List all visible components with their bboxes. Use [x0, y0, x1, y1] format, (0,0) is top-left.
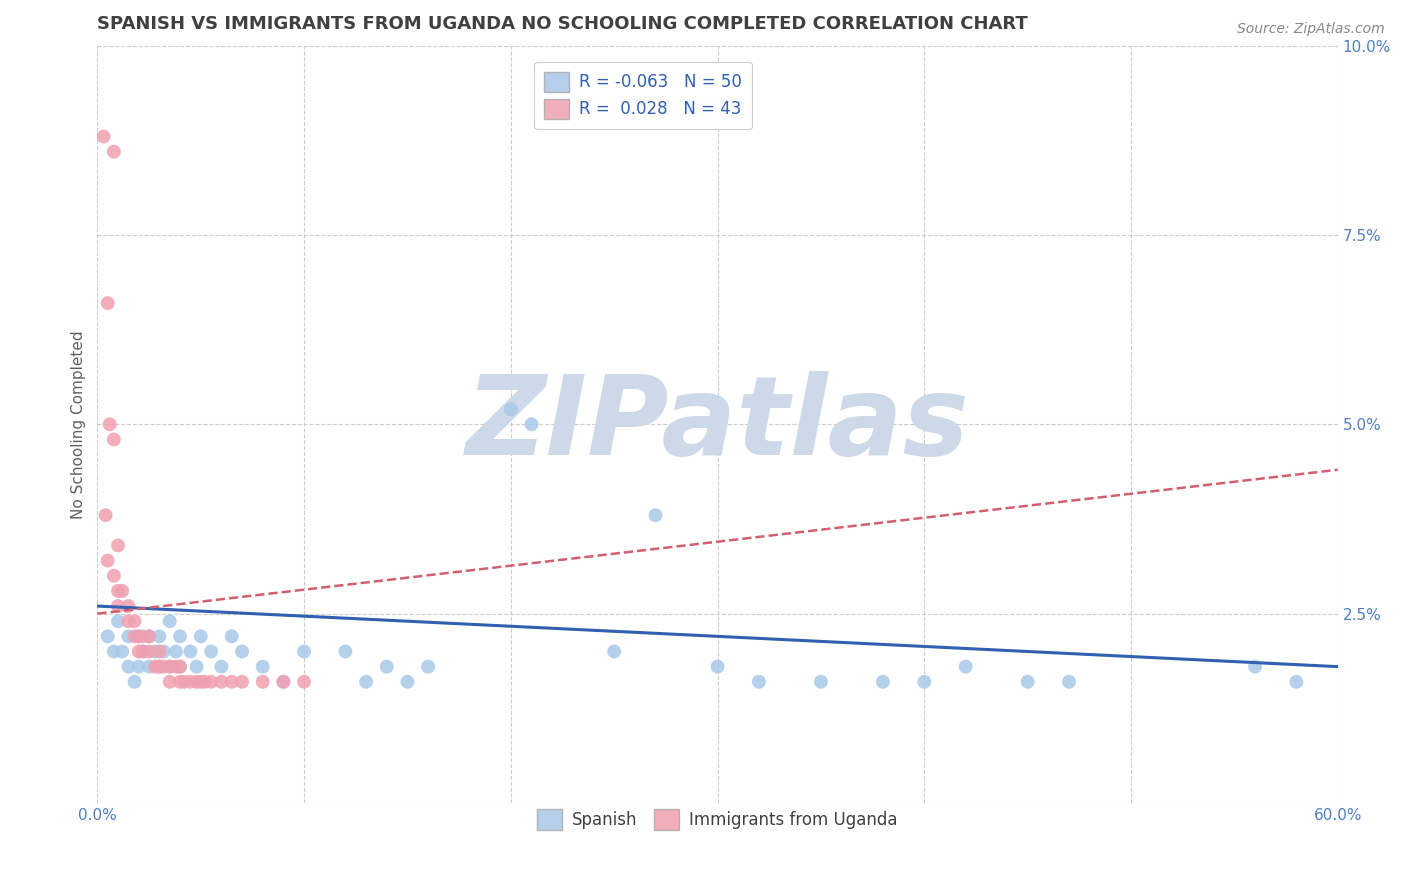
Point	[124, 614, 146, 628]
Point	[169, 659, 191, 673]
Point	[292, 674, 315, 689]
Point	[97, 629, 120, 643]
Point	[111, 644, 134, 658]
Point	[117, 614, 139, 628]
Point	[165, 659, 187, 673]
Point	[138, 659, 160, 673]
Point	[152, 644, 174, 658]
Point	[335, 644, 357, 658]
Point	[190, 674, 212, 689]
Point	[1244, 659, 1267, 673]
Point	[143, 644, 166, 658]
Point	[520, 417, 543, 432]
Point	[103, 644, 125, 658]
Y-axis label: No Schooling Completed: No Schooling Completed	[72, 330, 86, 518]
Point	[103, 568, 125, 582]
Point	[148, 659, 170, 673]
Point	[1057, 674, 1080, 689]
Point	[128, 659, 150, 673]
Point	[93, 129, 115, 144]
Legend: Spanish, Immigrants from Uganda: Spanish, Immigrants from Uganda	[530, 803, 904, 837]
Point	[221, 629, 243, 643]
Point	[748, 674, 770, 689]
Point	[221, 674, 243, 689]
Point	[128, 629, 150, 643]
Point	[159, 659, 181, 673]
Point	[231, 674, 253, 689]
Point	[186, 659, 208, 673]
Point	[354, 674, 377, 689]
Point	[252, 674, 274, 689]
Point	[132, 629, 155, 643]
Point	[103, 145, 125, 159]
Point	[159, 614, 181, 628]
Point	[292, 644, 315, 658]
Point	[603, 644, 626, 658]
Point	[124, 629, 146, 643]
Point	[152, 659, 174, 673]
Point	[138, 644, 160, 658]
Point	[396, 674, 419, 689]
Point	[706, 659, 728, 673]
Point	[132, 644, 155, 658]
Point	[107, 614, 129, 628]
Point	[912, 674, 935, 689]
Point	[138, 629, 160, 643]
Point	[179, 644, 201, 658]
Point	[872, 674, 894, 689]
Point	[107, 539, 129, 553]
Point	[128, 629, 150, 643]
Point	[955, 659, 977, 673]
Point	[117, 659, 139, 673]
Point	[1285, 674, 1308, 689]
Point	[209, 674, 232, 689]
Point	[117, 629, 139, 643]
Point	[107, 599, 129, 613]
Point	[148, 659, 170, 673]
Point	[499, 402, 522, 417]
Point	[375, 659, 398, 673]
Point	[179, 674, 201, 689]
Point	[200, 674, 222, 689]
Point	[159, 659, 181, 673]
Point	[132, 644, 155, 658]
Point	[418, 659, 440, 673]
Point	[252, 659, 274, 673]
Point	[194, 674, 217, 689]
Point	[169, 659, 191, 673]
Point	[1017, 674, 1039, 689]
Point	[169, 674, 191, 689]
Text: SPANISH VS IMMIGRANTS FROM UGANDA NO SCHOOLING COMPLETED CORRELATION CHART: SPANISH VS IMMIGRANTS FROM UGANDA NO SCH…	[97, 15, 1028, 33]
Point	[273, 674, 295, 689]
Point	[107, 583, 129, 598]
Point	[128, 644, 150, 658]
Point	[97, 296, 120, 310]
Point	[97, 554, 120, 568]
Point	[810, 674, 832, 689]
Point	[644, 508, 666, 523]
Text: Source: ZipAtlas.com: Source: ZipAtlas.com	[1237, 22, 1385, 37]
Point	[165, 644, 187, 658]
Point	[209, 659, 232, 673]
Point	[98, 417, 121, 432]
Point	[148, 629, 170, 643]
Point	[159, 674, 181, 689]
Point	[148, 644, 170, 658]
Point	[138, 629, 160, 643]
Point	[94, 508, 117, 523]
Text: ZIPatlas: ZIPatlas	[465, 371, 969, 478]
Point	[231, 644, 253, 658]
Point	[143, 659, 166, 673]
Point	[117, 599, 139, 613]
Point	[186, 674, 208, 689]
Point	[169, 629, 191, 643]
Point	[103, 433, 125, 447]
Point	[273, 674, 295, 689]
Point	[124, 674, 146, 689]
Point	[200, 644, 222, 658]
Point	[111, 583, 134, 598]
Point	[190, 629, 212, 643]
Point	[173, 674, 195, 689]
